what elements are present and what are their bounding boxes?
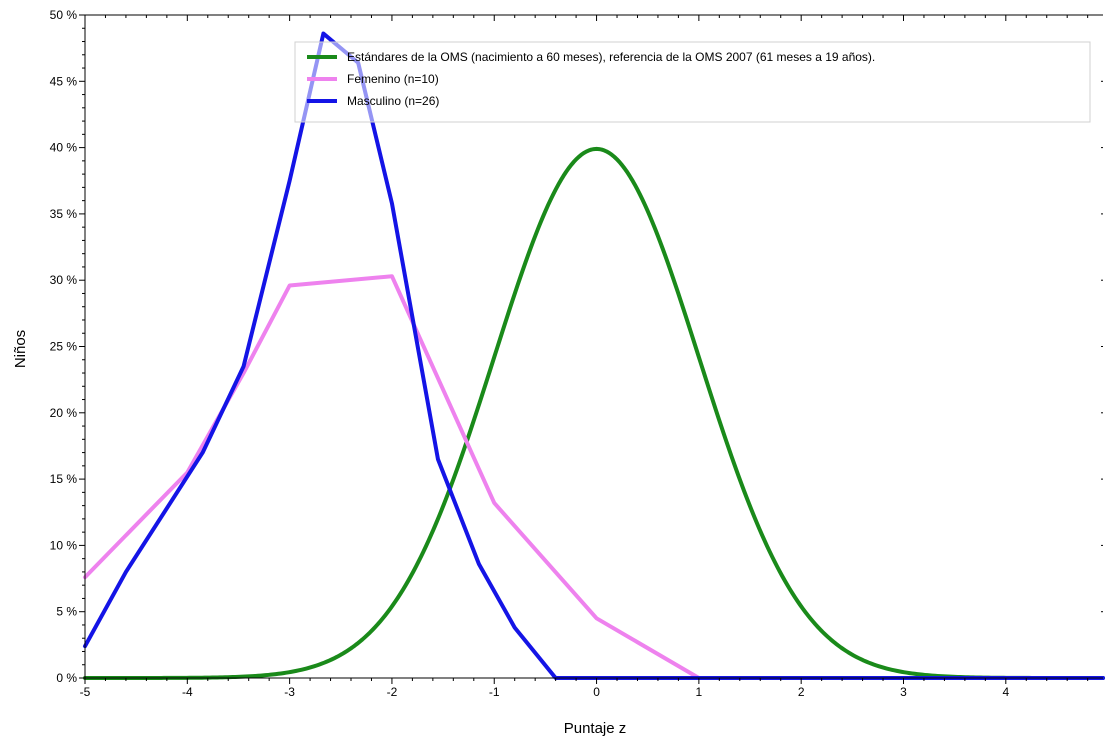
legend-label-0: Estándares de la OMS (nacimiento a 60 me… [347, 50, 875, 64]
y-tick-label: 50 % [50, 8, 78, 22]
series-line-1 [83, 274, 701, 680]
x-tick-label: 3 [900, 685, 907, 699]
x-axis-title: Puntaje z [564, 720, 627, 737]
y-tick-label: 10 % [50, 538, 78, 552]
x-tick-label: -5 [80, 685, 91, 699]
x-tick-label: -2 [387, 685, 398, 699]
y-axis-title: Niños [12, 330, 29, 368]
y-tick-label: 20 % [50, 406, 78, 420]
y-tick-label: 40 % [50, 141, 78, 155]
x-tick-label: -4 [182, 685, 193, 699]
legend-label-2: Masculino (n=26) [347, 94, 439, 108]
plot-area [85, 15, 1103, 678]
y-tick-label: 15 % [50, 472, 78, 486]
y-tick-label: 45 % [50, 74, 78, 88]
x-tick-label: -3 [284, 685, 295, 699]
y-tick-label: 0 % [56, 671, 77, 685]
y-tick-label: 5 % [56, 605, 77, 619]
x-tick-label: 2 [798, 685, 805, 699]
y-tick-label: 35 % [50, 207, 78, 221]
x-tick-label: 0 [593, 685, 600, 699]
y-tick-label: 30 % [50, 273, 78, 287]
x-tick-label: -1 [489, 685, 500, 699]
series-line-0 [83, 146, 1105, 680]
axes-layer: 0 % 5 % 10 % 15 % 20 % 25 % 30 % 35 % 40 % 45 % 50… [50, 8, 1103, 699]
x-tick-label: 4 [1002, 685, 1009, 699]
legend-label-1: Femenino (n=10) [347, 72, 439, 86]
y-tick-label: 25 % [50, 340, 78, 354]
legend-box [294, 41, 1091, 123]
x-tick-label: 1 [696, 685, 703, 699]
plot-background [85, 15, 1103, 678]
legend-layer: Estándares de la OMS (nacimiento a 60 me… [294, 41, 1091, 123]
